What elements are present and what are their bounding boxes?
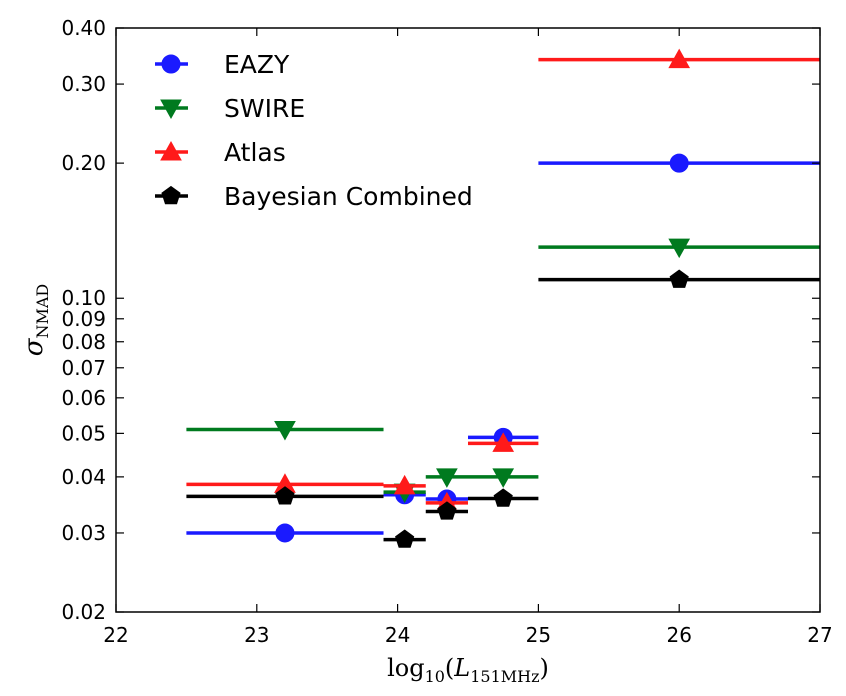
y-axis-label: σNMAD	[19, 284, 52, 357]
data-point	[668, 48, 691, 69]
x-axis-label-var-sub: 151MHz	[470, 667, 539, 686]
data-point	[436, 468, 458, 488]
x-tick-label: 22	[103, 623, 128, 647]
data-point	[275, 486, 295, 505]
data-point	[492, 468, 515, 488]
data-point	[275, 523, 295, 543]
plot-frame	[115, 27, 821, 613]
y-tick-label: 0.03	[61, 521, 106, 545]
data-point	[395, 529, 415, 548]
y-tick-label: 0.04	[61, 465, 106, 489]
legend-label: SWIRE	[224, 94, 305, 123]
x-axis-label-prefix-sub: 10	[425, 667, 445, 686]
y-tick-label: 0.09	[61, 307, 106, 331]
x-tick-label: 24	[385, 623, 410, 647]
legend-entry: Atlas	[155, 138, 286, 167]
y-tick-label: 0.07	[61, 356, 106, 380]
legend-label: Bayesian Combined	[224, 182, 473, 211]
y-tick-label: 0.06	[61, 386, 106, 410]
data-point	[669, 153, 689, 173]
legend-marker	[160, 140, 182, 161]
legend-marker	[160, 99, 182, 120]
series-swire	[186, 238, 820, 504]
series-layer	[186, 48, 820, 548]
data-point	[668, 238, 691, 259]
ticks-layer: 22 23 24 25 26 27 0.02 0.03 0.04 0.05 0.06 0.070.08…	[61, 16, 832, 647]
x-tick-label: 26	[666, 623, 691, 647]
y-tick-label: 0.20	[61, 151, 106, 175]
y-tick-label: 0.10	[61, 286, 106, 310]
legend: EAZY SWIRE Atlas Bayesian Combined	[155, 50, 473, 211]
x-axis-label: log10(L151MHz)	[387, 654, 549, 686]
x-tick-label: 25	[526, 623, 551, 647]
legend-entry: SWIRE	[155, 94, 305, 123]
y-tick-label: 0.02	[61, 600, 106, 624]
legend-label: Atlas	[224, 138, 286, 167]
data-point	[493, 488, 513, 507]
legend-marker	[161, 54, 181, 74]
x-tick-label: 27	[807, 623, 832, 647]
y-axis-label-sub: NMAD	[33, 284, 52, 339]
y-axis-label-var: σ	[19, 337, 49, 356]
series-bayesian-combined	[186, 269, 820, 548]
data-point	[437, 501, 457, 520]
x-axis-label-prefix: log	[387, 654, 425, 682]
x-axis-label-close: )	[540, 654, 549, 682]
y-tick-label: 0.40	[61, 16, 106, 40]
data-point	[492, 432, 515, 452]
data-point	[669, 269, 689, 288]
legend-entry: EAZY	[155, 50, 290, 79]
data-point	[274, 421, 296, 441]
x-axis-label-var: L	[453, 654, 470, 682]
y-tick-label: 0.05	[61, 421, 106, 445]
x-tick-label: 23	[244, 623, 269, 647]
legend-entry: Bayesian Combined	[155, 182, 473, 211]
legend-label: EAZY	[224, 50, 290, 79]
x-axis-label-open: (	[445, 654, 454, 682]
data-point	[393, 474, 416, 495]
legend-marker	[161, 185, 181, 205]
y-tick-label: 0.08	[61, 330, 106, 354]
y-tick-label: 0.30	[61, 72, 106, 96]
